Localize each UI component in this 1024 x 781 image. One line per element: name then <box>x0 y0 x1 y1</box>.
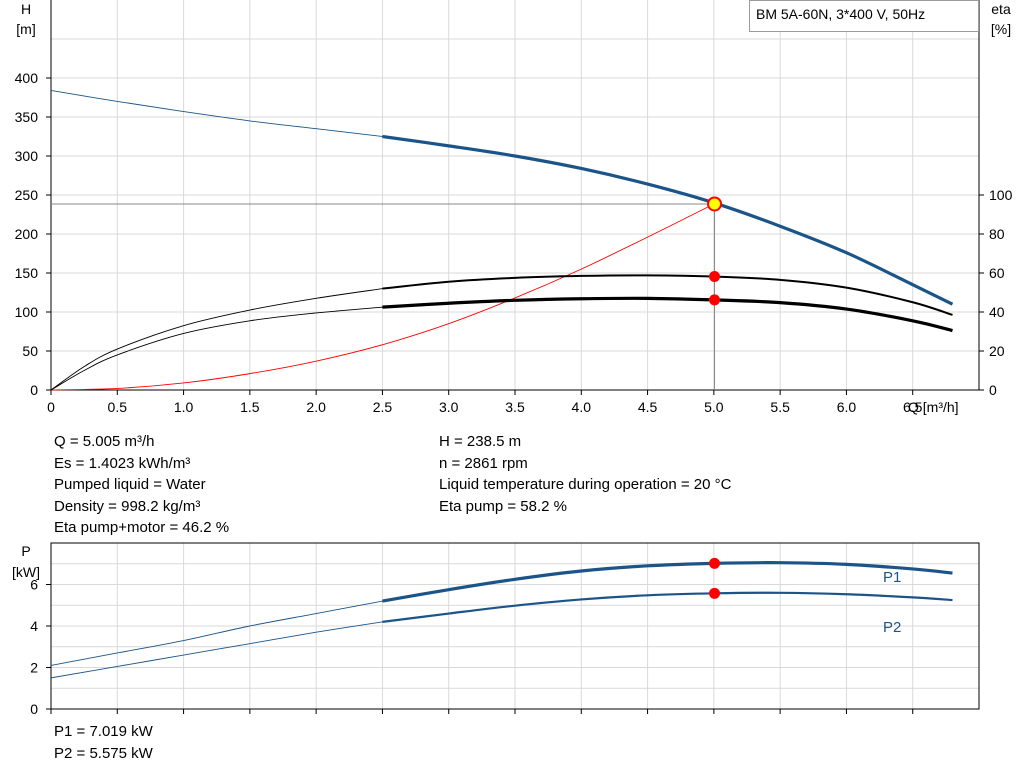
p2-curve-thick <box>382 591 953 623</box>
p1-curve-thick <box>382 561 953 603</box>
y-axis-label-right-symbol: eta <box>991 1 1011 17</box>
x-tick-label: 3.0 <box>439 399 459 415</box>
x-tick-label: 6.5 <box>903 399 923 415</box>
eta-pump-motor-curve-thick <box>382 296 953 333</box>
eta-pump-motor-curve-thin <box>50 306 383 391</box>
operating-data-right: H = 238.5 m n = 2861 rpm Liquid temperat… <box>439 431 731 517</box>
eta-pump-curve-thick <box>382 274 953 316</box>
p1-series-label: P1 <box>883 569 901 586</box>
head-text: H = 238.5 m <box>439 433 522 450</box>
x-tick-label: 6.0 <box>837 399 857 415</box>
title-box <box>749 0 979 32</box>
power-y-axis-label-unit: [kW] <box>12 564 40 580</box>
p2-point <box>709 587 721 599</box>
y-tick-label-right: 60 <box>989 265 1005 281</box>
y-tick-label-left: 200 <box>15 226 39 242</box>
x-tick-label: 3.5 <box>505 399 525 415</box>
power-y-tick-label: 2 <box>30 660 38 676</box>
y-tick-label-left: 250 <box>15 187 39 203</box>
y-tick-label-left: 100 <box>15 304 39 320</box>
y-tick-label-right: 80 <box>989 226 1005 242</box>
density-text: Density = 998.2 kg/m³ <box>54 497 201 515</box>
y-tick-label-right: 40 <box>989 304 1005 320</box>
p2-value-text: P2 = 5.575 kW <box>54 744 153 762</box>
x-tick-label: 5.0 <box>704 399 724 415</box>
p1-curve-thin <box>50 600 383 666</box>
y-tick-label-left: 300 <box>15 148 39 164</box>
x-tick-label: 2.0 <box>306 399 326 415</box>
system-curve-thin <box>50 203 715 391</box>
qh-curve-thin <box>50 90 383 137</box>
p2-curve-thin <box>50 621 383 679</box>
speed-text: n = 2861 rpm <box>439 454 528 472</box>
y-tick-label-left: 350 <box>15 109 39 125</box>
y-tick-label-right: 100 <box>989 187 1013 203</box>
x-tick-label: 5.5 <box>770 399 790 415</box>
p1-value-text: P1 = 7.019 kW <box>54 723 153 740</box>
liquid-temperature-text: Liquid temperature during operation = 20… <box>439 476 732 493</box>
x-tick-label: 4.5 <box>638 399 658 415</box>
qh-curve-thick <box>382 134 954 306</box>
y-axis-label-right-unit: [%] <box>991 21 1011 37</box>
eta-pump-point <box>709 271 721 283</box>
x-tick-label: 1.0 <box>174 399 194 415</box>
x-tick-label: 0.5 <box>108 399 128 415</box>
eta-pump-motor-point <box>709 294 721 306</box>
x-tick-label: 4.0 <box>572 399 592 415</box>
y-tick-label-left: 400 <box>15 70 39 86</box>
power-y-tick-label: 6 <box>30 577 38 593</box>
x-tick-label: 2.5 <box>373 399 393 415</box>
y-tick-label-left: 50 <box>22 343 38 359</box>
y-tick-label-left: 150 <box>15 265 39 281</box>
y-tick-label-left: 0 <box>30 382 38 398</box>
y-tick-label-right: 20 <box>989 343 1005 359</box>
power-data: P1 = 7.019 kW P2 = 5.575 kW <box>54 721 153 764</box>
x-axis-label: Q [m³/h] <box>908 399 959 415</box>
x-tick-label: 1.5 <box>240 399 260 415</box>
eta-pump-curve-thin <box>50 288 383 391</box>
eta-pump-motor-text: Eta pump+motor = 46.2 % <box>54 519 230 536</box>
title-box-text: BM 5A-60N, 3*400 V, 50Hz <box>756 6 925 22</box>
power-y-tick-label: 0 <box>30 701 38 717</box>
operating-point-marker <box>707 196 723 212</box>
y-axis-label-left-symbol: H <box>21 1 31 17</box>
power-y-tick-label: 4 <box>30 618 38 634</box>
power-y-axis-label-symbol: P <box>21 543 30 559</box>
y-tick-label-right: 0 <box>989 382 997 398</box>
p1-point <box>709 557 721 569</box>
eta-pump-text: Eta pump = 58.2 % <box>439 497 567 515</box>
pumped-liquid-text: Pumped liquid = Water <box>54 476 206 493</box>
operating-data-left: Q = 5.005 m³/h Es = 1.4023 kWh/m³ Pumped… <box>54 431 229 539</box>
p2-series-label: P2 <box>883 619 901 636</box>
specific-energy-text: Es = 1.4023 kWh/m³ <box>54 454 191 472</box>
flow-rate-text: Q = 5.005 m³/h <box>54 433 155 450</box>
x-tick-label: 0 <box>47 399 55 415</box>
y-axis-label-left-unit: [m] <box>16 21 35 37</box>
